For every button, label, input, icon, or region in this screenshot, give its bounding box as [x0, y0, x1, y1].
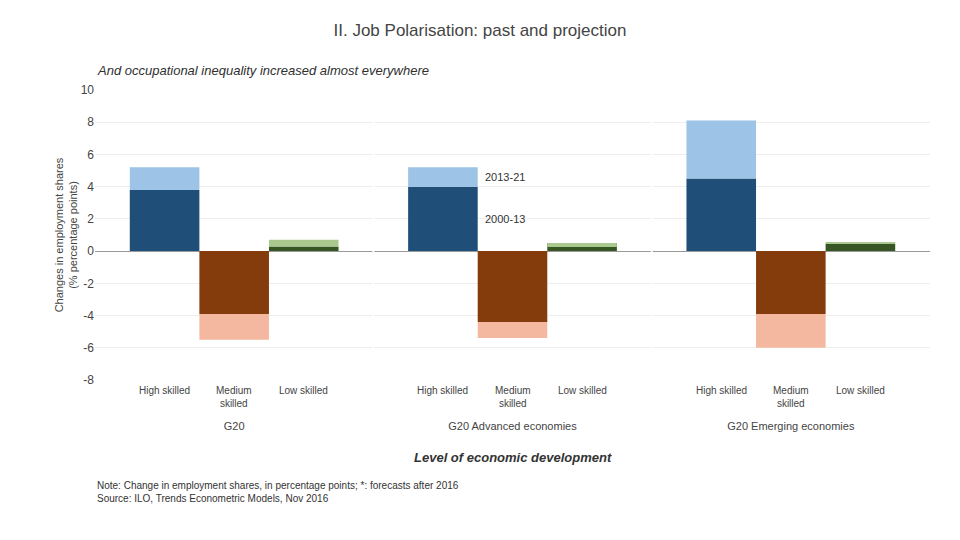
svg-text:-2: -2	[83, 277, 94, 291]
svg-text:Mediumskilled: Mediumskilled	[495, 385, 531, 409]
svg-text:And occupational inequality in: And occupational inequality increased al…	[97, 63, 429, 78]
svg-text:High skilled: High skilled	[417, 385, 468, 396]
svg-text:II. Job Polarisation: past and: II. Job Polarisation: past and projectio…	[334, 21, 627, 40]
svg-text:Mediumskilled: Mediumskilled	[216, 385, 252, 409]
svg-text:2000-13: 2000-13	[485, 213, 525, 225]
svg-text:Low skilled: Low skilled	[558, 385, 607, 396]
svg-text:-8: -8	[83, 373, 94, 387]
svg-text:2: 2	[87, 212, 94, 226]
svg-text:Note: Change in employment sha: Note: Change in employment shares, in pe…	[97, 480, 459, 504]
svg-text:6: 6	[87, 148, 94, 162]
svg-text:2013-21: 2013-21	[485, 171, 525, 183]
svg-text:-6: -6	[83, 341, 94, 355]
svg-text:4: 4	[87, 180, 94, 194]
svg-text:G20 Emerging economies: G20 Emerging economies	[727, 420, 855, 432]
svg-text:High skilled: High skilled	[139, 385, 190, 396]
svg-text:10: 10	[81, 83, 95, 97]
svg-text:Level of economic development: Level of economic development	[414, 450, 612, 465]
svg-text:Changes in employment shares(%: Changes in employment shares(% percentag…	[53, 157, 79, 312]
svg-text:G20: G20	[224, 420, 245, 432]
svg-text:8: 8	[87, 115, 94, 129]
svg-text:Low skilled: Low skilled	[279, 385, 328, 396]
svg-text:G20 Advanced economies: G20 Advanced economies	[448, 420, 577, 432]
svg-text:-4: -4	[83, 309, 94, 323]
svg-text:Mediumskilled: Mediumskilled	[773, 385, 809, 409]
svg-text:0: 0	[87, 244, 94, 258]
svg-text:Low skilled: Low skilled	[836, 385, 885, 396]
svg-text:High skilled: High skilled	[696, 385, 747, 396]
